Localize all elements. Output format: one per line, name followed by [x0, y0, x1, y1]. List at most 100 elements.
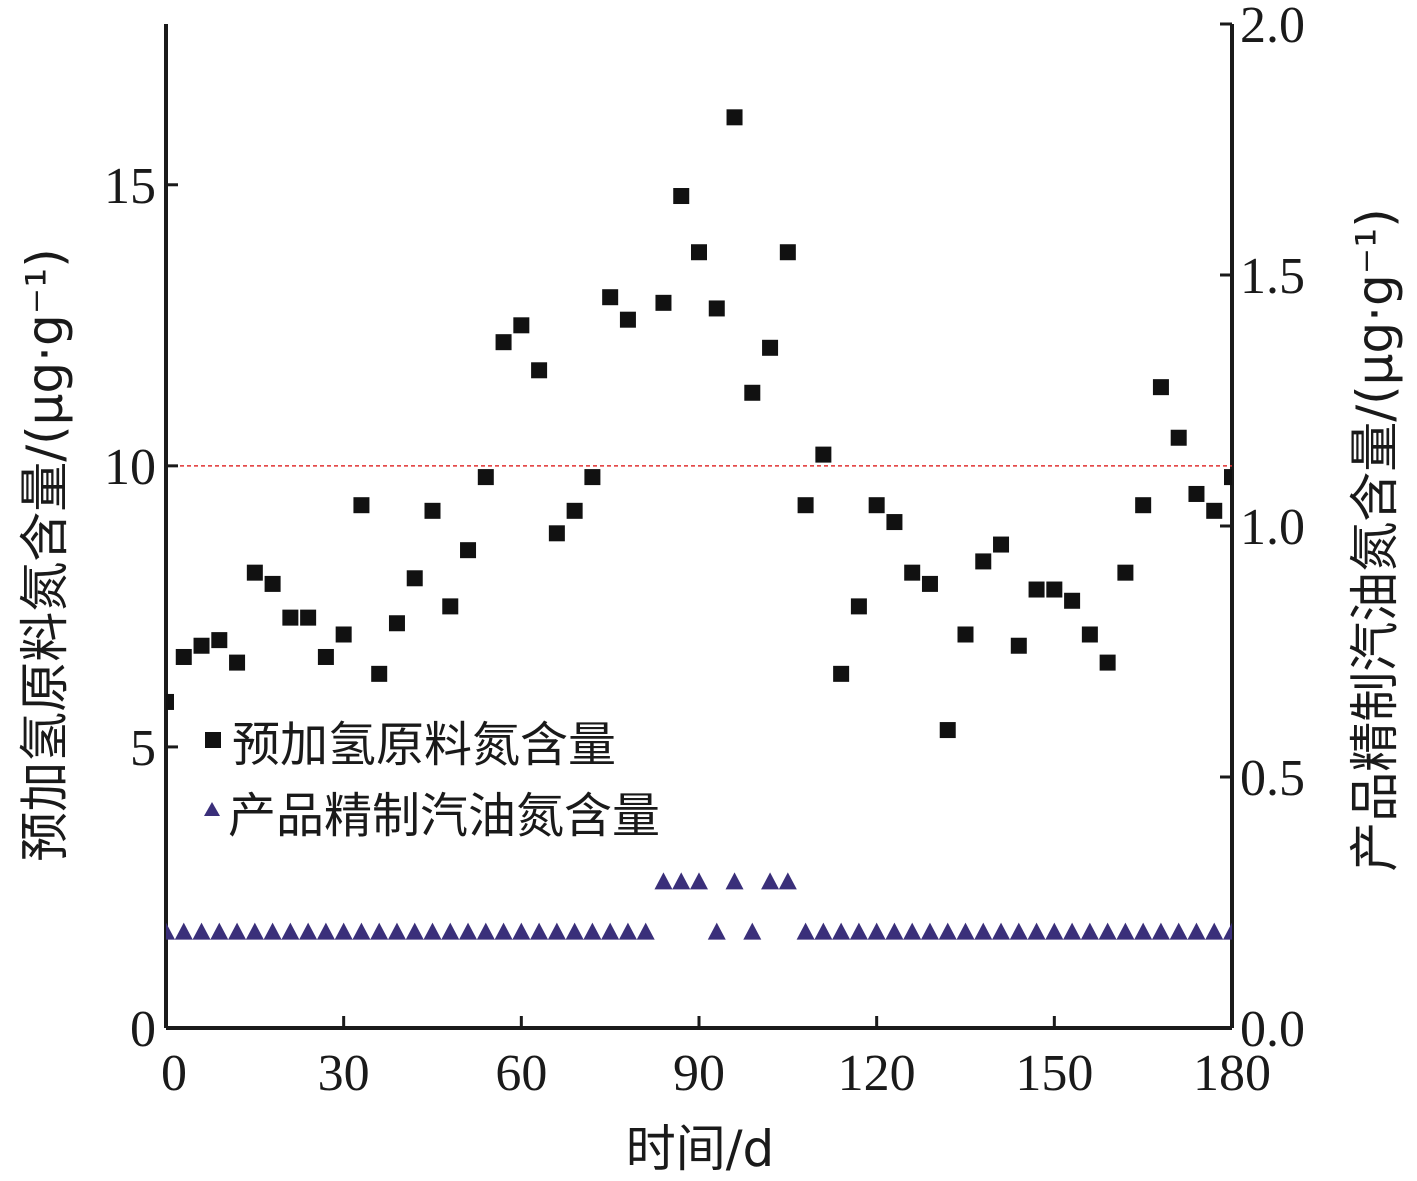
data-point-square — [815, 446, 832, 463]
data-point-square — [1170, 429, 1187, 446]
data-point-triangle — [334, 922, 353, 940]
data-point-triangle — [601, 922, 620, 940]
data-point-triangle — [370, 922, 389, 940]
data-point-square — [1117, 564, 1134, 581]
x-tick-label: 120 — [838, 1045, 916, 1102]
data-point-square — [193, 637, 210, 654]
data-point-triangle — [1205, 922, 1224, 940]
x-tick-label: 90 — [673, 1045, 725, 1102]
data-point-square — [1206, 502, 1223, 519]
data-point-square — [1135, 497, 1152, 514]
right-y-tick-label: 1.0 — [1240, 499, 1305, 556]
data-point-square — [1188, 485, 1205, 502]
data-point-triangle — [583, 922, 602, 940]
x-tick-label: 150 — [1015, 1045, 1093, 1102]
data-point-triangle — [565, 922, 584, 940]
data-point-triangle — [920, 922, 939, 940]
data-point-square — [1010, 637, 1027, 654]
data-point-triangle — [743, 922, 762, 940]
data-point-triangle — [1027, 922, 1046, 940]
data-point-triangle — [885, 922, 904, 940]
right-y-tick-label: 1.5 — [1240, 248, 1305, 305]
data-point-triangle — [672, 872, 691, 890]
data-point-triangle — [1223, 922, 1232, 940]
data-point-triangle — [192, 922, 211, 940]
x-tick-label: 30 — [318, 1045, 370, 1102]
data-point-square — [1224, 469, 1232, 486]
data-point-triangle — [654, 872, 673, 890]
x-tick-label: 60 — [495, 1045, 547, 1102]
left-y-axis-title: 预加氢原料氮含量/(μg·g⁻¹) — [16, 248, 74, 861]
data-point-square — [495, 334, 512, 351]
data-point-square — [371, 665, 388, 682]
right-y-axis-title: 产品精制汽油氮含量/(μg·g⁻¹) — [1346, 208, 1404, 871]
data-point-square — [566, 502, 583, 519]
data-point-triangle — [618, 922, 637, 940]
left-y-tick-label: 0 — [130, 1001, 156, 1058]
data-point-triangle — [166, 922, 175, 940]
data-point-square — [353, 497, 370, 514]
data-point-triangle — [974, 922, 993, 940]
data-point-square — [691, 244, 707, 261]
data-point-square — [744, 384, 761, 401]
data-point-square — [975, 553, 992, 570]
data-point-triangle — [316, 922, 335, 940]
data-point-square — [939, 722, 956, 739]
data-point-triangle — [992, 922, 1011, 940]
data-point-square — [1046, 581, 1063, 598]
data-point-triangle — [299, 922, 318, 940]
data-point-triangle — [761, 872, 780, 890]
data-point-triangle — [441, 922, 460, 940]
legend-label-product: 产品精制汽油氮含量 — [228, 788, 660, 844]
data-point-triangle — [1151, 922, 1170, 940]
data-point-square — [602, 289, 619, 306]
data-point-triangle — [1009, 922, 1028, 940]
data-point-square — [229, 654, 246, 671]
data-point-square — [868, 497, 885, 514]
data-point-triangle — [281, 922, 300, 940]
data-point-triangle — [210, 922, 229, 940]
data-point-square — [175, 648, 192, 665]
legend-marker-triangle — [204, 802, 220, 816]
data-point-triangle — [938, 922, 957, 940]
x-tick-label: 180 — [1193, 1045, 1271, 1102]
data-point-square — [442, 598, 459, 615]
x-axis-title: 时间/d — [626, 1120, 775, 1178]
right-y-tick-label: 0.5 — [1240, 750, 1305, 807]
data-point-triangle — [707, 922, 726, 940]
data-point-square — [779, 244, 796, 261]
data-point-triangle — [796, 922, 815, 940]
right-y-tick-label: 0.0 — [1240, 1001, 1305, 1058]
data-point-triangle — [725, 872, 744, 890]
marks-layer — [166, 109, 1232, 940]
data-point-square — [460, 542, 477, 559]
data-point-square — [211, 632, 228, 649]
data-point-square — [406, 570, 423, 587]
left-y-tick-label: 10 — [104, 439, 156, 496]
data-point-square — [833, 665, 850, 682]
data-point-triangle — [849, 922, 868, 940]
data-point-triangle — [832, 922, 851, 940]
data-point-triangle — [1169, 922, 1188, 940]
data-point-square — [957, 626, 974, 643]
data-point-triangle — [1116, 922, 1135, 940]
data-point-triangle — [245, 922, 264, 940]
left-y-tick-label: 5 — [130, 720, 156, 777]
data-point-square — [264, 575, 281, 592]
data-point-square — [424, 502, 441, 519]
data-point-square — [1099, 654, 1116, 671]
data-point-square — [513, 317, 530, 334]
data-point-square — [673, 188, 690, 205]
data-point-square — [993, 536, 1010, 553]
data-point-triangle — [1134, 922, 1153, 940]
data-point-triangle — [956, 922, 975, 940]
data-point-square — [166, 693, 174, 710]
data-point-square — [246, 564, 263, 581]
data-point-square — [548, 525, 565, 542]
data-point-triangle — [1187, 922, 1206, 940]
data-point-triangle — [263, 922, 282, 940]
data-point-square — [317, 648, 334, 665]
data-point-triangle — [867, 922, 886, 940]
data-point-square — [708, 300, 725, 317]
